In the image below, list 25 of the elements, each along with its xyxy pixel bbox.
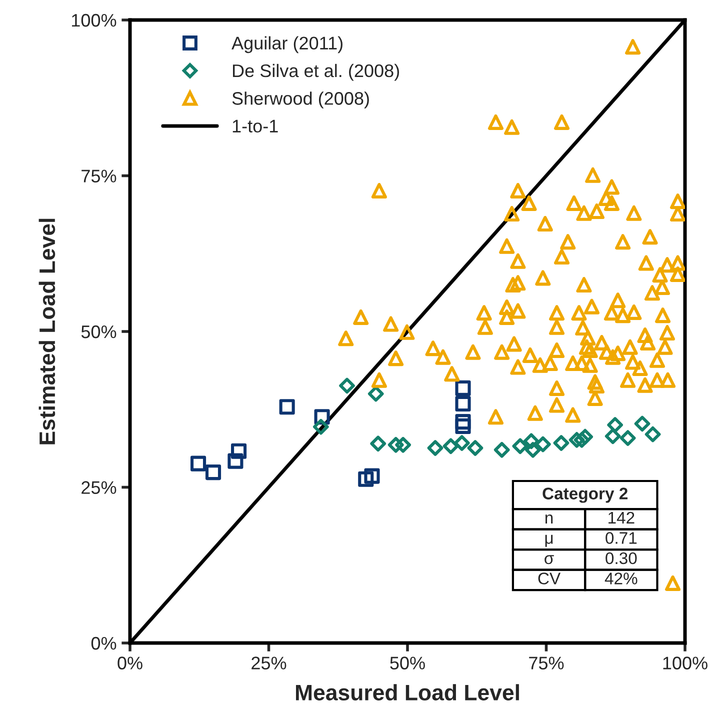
x-axis-title: Measured Load Level: [296, 684, 519, 700]
annotation: n: [546, 514, 553, 524]
y-tick-label: 25%: [82, 481, 116, 494]
y-tick-label: 75%: [82, 170, 116, 182]
legend-label: De Silva et al. (2008): [232, 64, 399, 81]
x-tick-label: 0%: [118, 656, 142, 670]
x-tick-label: 50%: [390, 656, 425, 670]
legend-label: Sherwood (2008): [232, 92, 369, 108]
legend-label: 1-to-1: [232, 120, 278, 133]
annotation: μ: [545, 534, 553, 547]
x-tick-label: 75%: [529, 656, 564, 670]
legend-label: Aguilar (2011): [232, 36, 342, 54]
annotation: σ: [544, 555, 554, 564]
annotation: 0.30: [606, 552, 637, 564]
annotation: CV: [538, 572, 561, 584]
y-tick-label: 0%: [91, 636, 116, 650]
annotation: 142: [608, 512, 634, 524]
annotation: Category 2: [542, 488, 628, 503]
x-tick-label: 100%: [663, 656, 708, 670]
y-axis-title: Estimated Load Level: [38, 218, 56, 444]
y-tick-label: 100%: [72, 14, 116, 27]
annotation: 0.71: [606, 532, 637, 544]
y-tick-label: 50%: [81, 325, 116, 338]
annotation: 42%: [604, 572, 638, 584]
x-tick-label: 25%: [252, 656, 286, 670]
